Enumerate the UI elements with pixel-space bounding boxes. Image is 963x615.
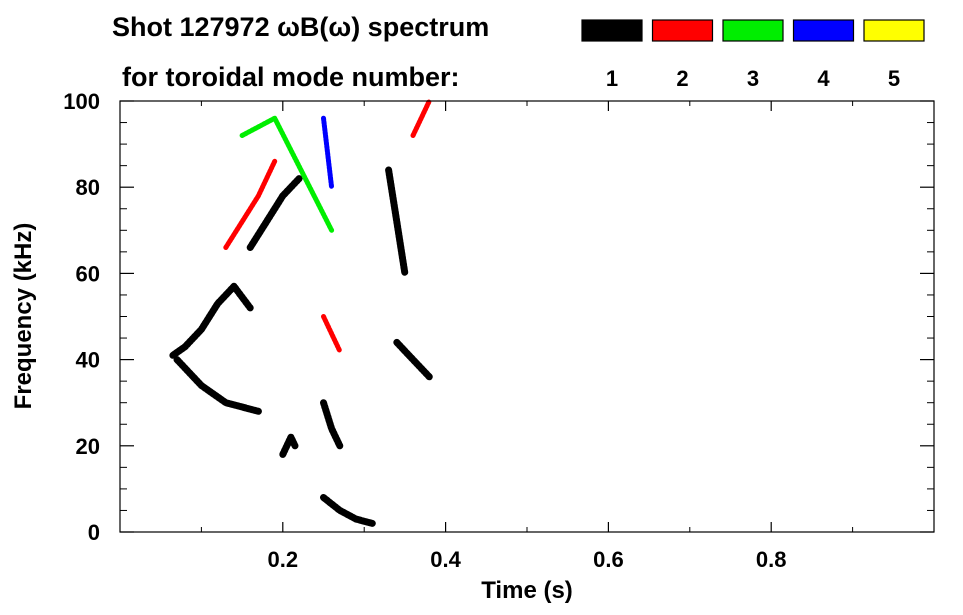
spectrum-feature-mode-1-3 — [279, 433, 299, 458]
legend-label-mode-1: 1 — [606, 66, 618, 91]
legend-label-mode-2: 2 — [676, 66, 688, 91]
legend-label-mode-3: 3 — [747, 66, 759, 91]
y-tick-label: 40 — [76, 348, 100, 373]
y-tick-label: 60 — [76, 261, 100, 286]
x-axis-label: Time (s) — [481, 577, 573, 604]
legend-swatch-mode-5 — [863, 19, 925, 42]
spectrum-feature-mode-1-7 — [393, 338, 433, 381]
y-tick-label: 80 — [76, 175, 100, 200]
spectrum-feature-mode-1-5 — [320, 399, 344, 450]
x-tick-label: 0.2 — [268, 547, 299, 572]
spectrum-feature-mode-1-0 — [169, 282, 254, 359]
x-tick-label: 0.8 — [756, 547, 787, 572]
y-tick-label: 0 — [88, 520, 100, 545]
spectrum-feature-mode-2-10 — [410, 98, 432, 138]
legend-swatch-mode-3 — [722, 19, 784, 42]
y-tick-label: 100 — [63, 89, 100, 114]
spectrum-feature-mode-3-11 — [239, 115, 335, 233]
plot-frame — [119, 100, 935, 533]
y-tick-label: 20 — [76, 434, 100, 459]
chart-title: Shot 127972 ωB(ω) spectrum — [112, 12, 489, 42]
spectrum-feature-mode-1-1 — [173, 356, 262, 415]
spectrum-features — [169, 98, 433, 527]
x-tick-label: 0.4 — [430, 547, 461, 572]
spectrum-feature-mode-4-12 — [321, 115, 335, 190]
spectrum-feature-mode-1-6 — [385, 166, 409, 277]
legend-swatch-mode-1 — [581, 19, 643, 42]
mode-legend: 1 2 3 4 5 — [581, 19, 925, 91]
legend-label-mode-4: 4 — [817, 66, 830, 91]
legend-swatch-mode-4 — [792, 19, 855, 42]
spectrum-feature-mode-2-9 — [321, 314, 343, 354]
spectrum-feature-mode-2-8 — [223, 158, 278, 250]
legend-label-mode-5: 5 — [888, 66, 900, 91]
chart-subtitle: for toroidal mode number: — [122, 62, 460, 92]
spectrum-feature-mode-1-4 — [320, 494, 376, 527]
x-tick-label: 0.6 — [593, 547, 624, 572]
y-axis-label: Frequency (kHz) — [10, 223, 37, 410]
axes: 0.2 0.4 0.6 0.8 0 20 40 60 80 100 — [63, 89, 934, 572]
legend-swatch-mode-2 — [651, 19, 714, 42]
spectrum-feature-mode-1-2 — [246, 175, 303, 251]
